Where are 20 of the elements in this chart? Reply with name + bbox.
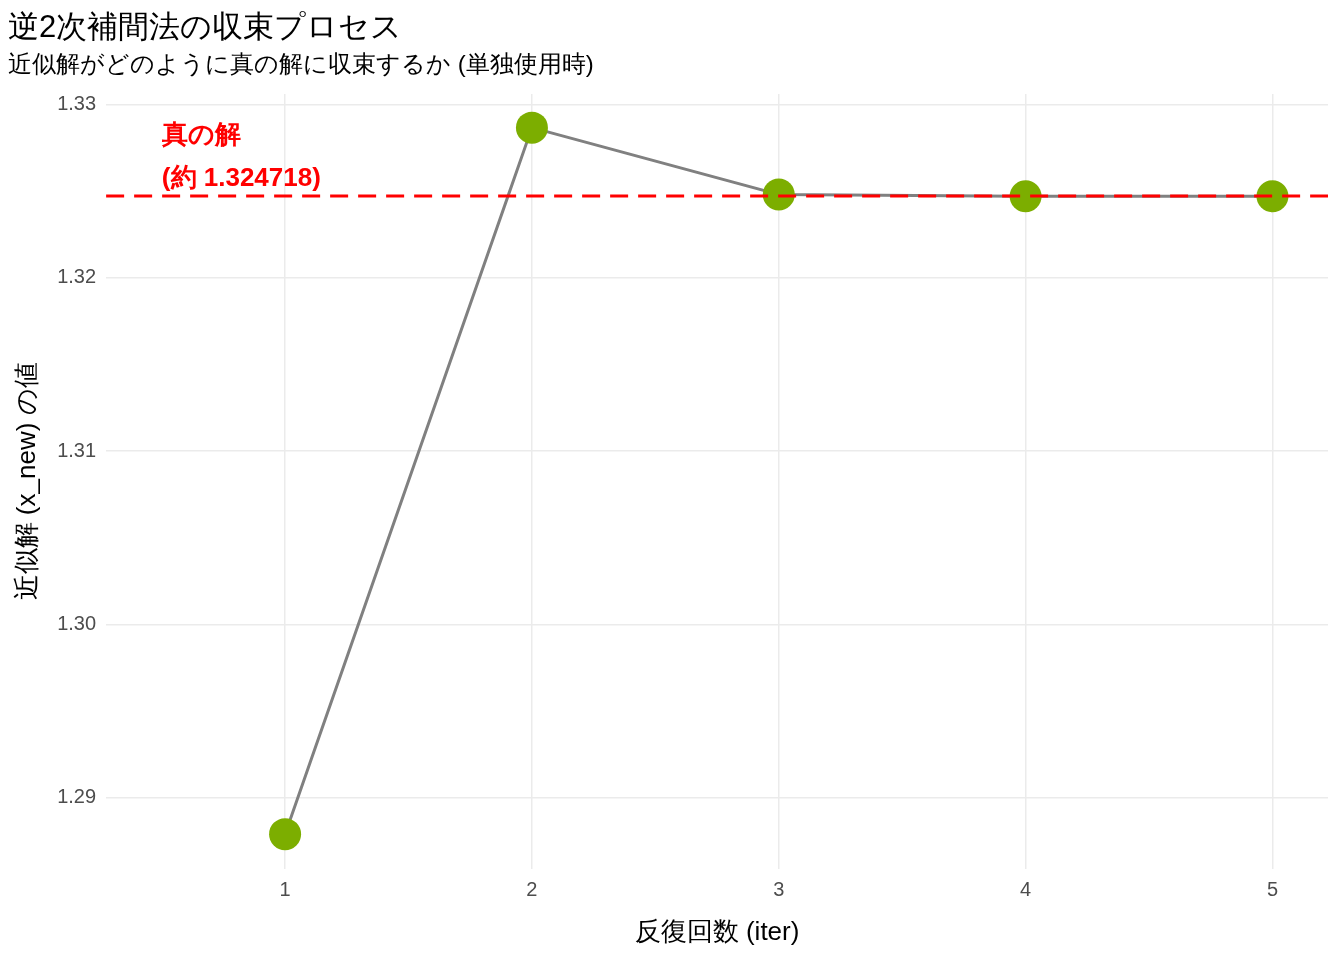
x-tick-label: 4 [1020, 878, 1032, 901]
chart-subtitle: 近似解がどのように真の解に収束するか (単独使用時) [8, 50, 594, 78]
x-tick-label: 3 [773, 878, 785, 901]
point [762, 178, 795, 211]
y-axis-title: 近似解 (x_new) の値 [10, 362, 41, 601]
x-tick-label: 2 [526, 878, 538, 901]
y-tick-label: 1.31 [57, 438, 97, 461]
x-tick-label: 1 [279, 878, 291, 901]
y-tick-label: 1.32 [57, 265, 97, 288]
y-tick-label: 1.30 [57, 611, 97, 634]
y-tick-label: 1.33 [57, 91, 97, 114]
point [269, 818, 302, 851]
point [1256, 180, 1289, 213]
chart-title: 逆2次補間法の収束プロセス [8, 9, 403, 45]
point [1009, 180, 1042, 213]
x-tick-label: 5 [1266, 878, 1279, 901]
point [515, 111, 548, 144]
ref-line-label: 真の解 (約 1.324718) [160, 119, 321, 193]
x-axis-title: 反復回数 (iter) [634, 915, 800, 946]
y-tick-label: 1.29 [57, 785, 97, 808]
